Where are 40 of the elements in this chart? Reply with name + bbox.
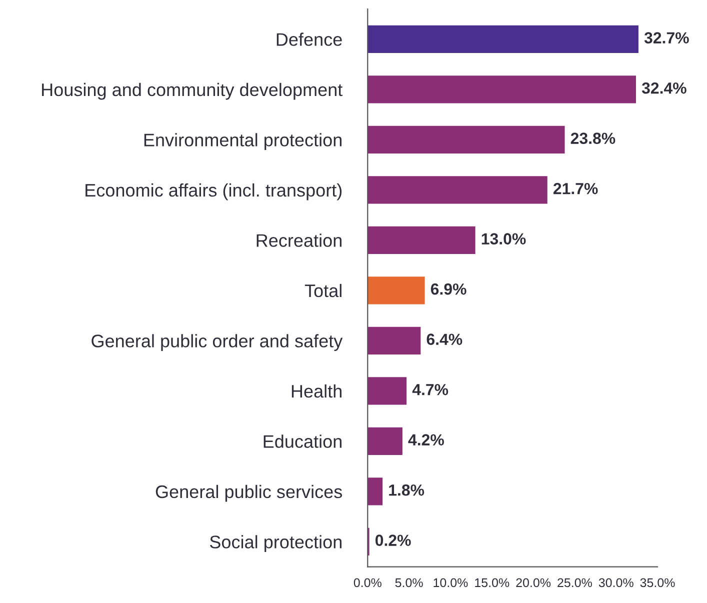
- data-label: 6.4%: [426, 334, 462, 345]
- y-tick-label: Recreation: [256, 234, 342, 247]
- y-tick-label: Health: [292, 384, 342, 398]
- y-tick-label: Social protection: [210, 535, 342, 552]
- x-tick-label: 15.0%: [475, 578, 510, 588]
- data-label: 32.4%: [642, 82, 686, 94]
- y-tick-label: Education: [264, 434, 342, 448]
- bar: [368, 377, 407, 405]
- y-tick-label: Defence: [276, 32, 342, 46]
- data-label: 32.7%: [644, 32, 689, 44]
- y-tick-label: General public order and safety: [92, 334, 343, 351]
- y-tick-label: Economic affairs (incl. transport): [86, 183, 342, 200]
- bar: [368, 478, 383, 506]
- y-tick-label: Housing and community development: [42, 82, 343, 100]
- bar: [368, 76, 636, 104]
- data-label: 21.7%: [553, 182, 598, 194]
- data-label: 23.8%: [570, 132, 616, 144]
- data-label: 13.0%: [482, 233, 526, 245]
- y-tick-label: Total: [304, 284, 342, 298]
- bar: [368, 427, 402, 456]
- bar: [368, 326, 421, 355]
- data-label: 6.9%: [430, 283, 466, 295]
- data-label: 1.8%: [389, 484, 424, 496]
- x-tick-label: 25.0%: [558, 578, 592, 588]
- x-tick-label: 20.0%: [516, 578, 551, 588]
- data-label: 4.2%: [408, 434, 444, 446]
- y-tick-label: Environmental protection: [144, 133, 342, 150]
- x-tick-label: 0.0%: [354, 578, 382, 588]
- x-tick-label: 5.0%: [395, 578, 423, 588]
- y-tick-label: General public services: [156, 484, 342, 502]
- data-label: 0.2%: [375, 534, 411, 546]
- x-tick-label: 35.0%: [640, 578, 675, 588]
- x-tick-label: 10.0%: [434, 578, 468, 588]
- bar: [368, 176, 548, 204]
- bar: [368, 126, 565, 154]
- bar: [368, 226, 476, 254]
- bar: [368, 25, 638, 54]
- x-tick-label: 30.0%: [598, 578, 634, 588]
- data-label: 4.7%: [412, 384, 448, 396]
- bar: [368, 276, 425, 304]
